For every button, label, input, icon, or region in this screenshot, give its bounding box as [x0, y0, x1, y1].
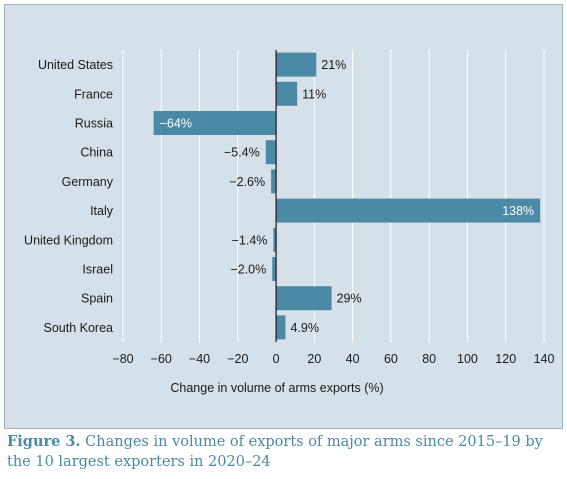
category-label: United States	[38, 58, 113, 72]
value-label: 21%	[321, 58, 346, 72]
x-tick-label: 140	[534, 352, 555, 366]
value-label: 4.9%	[290, 321, 319, 335]
bar	[271, 169, 277, 194]
bar	[153, 111, 277, 135]
category-label: Russia	[75, 117, 113, 131]
bar-chart: United States France Russia China Germany Ita…	[24, 50, 555, 395]
category-label: France	[74, 87, 113, 101]
bar	[276, 198, 541, 223]
value-label: 138%	[502, 204, 534, 218]
value-label: −2.6%	[229, 175, 265, 189]
bar	[273, 227, 277, 252]
x-tick-label: −20	[227, 352, 248, 366]
figure-caption: Figure 3. Changes in volume of exports o…	[7, 432, 559, 472]
x-tick-label: −40	[189, 352, 210, 366]
figure-caption-label: Figure 3.	[7, 433, 81, 450]
x-axis-label: Change in volume of arms exports (%)	[170, 381, 383, 395]
x-tick-label: −60	[151, 352, 172, 366]
bar	[265, 140, 277, 165]
x-tick-label: 40	[346, 352, 360, 366]
category-label: China	[80, 146, 113, 160]
value-label: −2.0%	[230, 263, 266, 277]
value-label: 29%	[337, 292, 362, 306]
value-label: 11%	[302, 87, 326, 101]
bar	[272, 257, 277, 281]
bar	[276, 81, 298, 106]
category-label: Germany	[62, 175, 114, 189]
x-tick-label: 60	[384, 352, 398, 366]
bar	[276, 52, 317, 77]
bar	[276, 315, 286, 340]
category-label: United Kingdom	[24, 233, 113, 247]
x-tick-label: 20	[307, 352, 321, 366]
x-tick-label: 100	[457, 352, 478, 366]
category-label: Italy	[90, 204, 114, 218]
bar	[276, 286, 332, 311]
x-tick-label: 80	[422, 352, 436, 366]
category-label: Spain	[81, 292, 113, 306]
category-label: Israel	[82, 263, 113, 277]
figure-caption-text: Changes in volume of exports of major ar…	[7, 434, 543, 470]
x-tick-label: −80	[112, 352, 133, 366]
value-label: −64%	[160, 117, 192, 131]
value-label: −1.4%	[232, 233, 268, 247]
x-tick-label: 0	[273, 352, 280, 366]
category-label: South Korea	[44, 321, 114, 335]
value-label: −5.4%	[224, 146, 260, 160]
x-tick-label: 120	[495, 352, 516, 366]
